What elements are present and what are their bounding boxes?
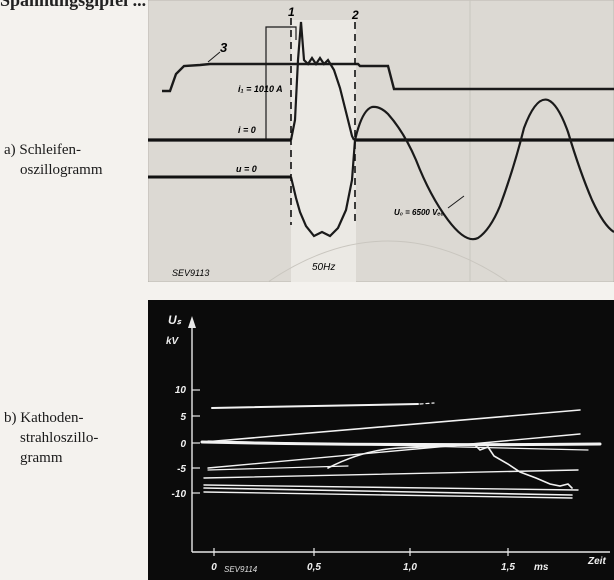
y-tick-minus-5: -5 (177, 464, 186, 475)
trace-transient (327, 443, 573, 489)
caption-a-line1: a) Schleifen- (4, 142, 82, 158)
trace-zero-2 (207, 440, 589, 451)
trace-rising-upper (203, 409, 581, 443)
trace-top (211, 403, 419, 409)
trace-3-label: 3 (220, 40, 228, 55)
x-tick-0: 0 (211, 562, 217, 573)
current-label: i₁ = 1010 A (238, 84, 283, 94)
caption-a-line2: oszillogramm (20, 162, 103, 178)
photo-background-dark (148, 300, 614, 580)
plate-id-b: SEV9114 (224, 565, 258, 574)
voltage-label: U₀ = 6500 Vₑₒ (394, 208, 444, 217)
y-tick-minus-10: -10 (172, 489, 187, 500)
y-tick-5: 5 (180, 412, 186, 423)
y-tick-10: 10 (175, 385, 187, 396)
x-unit: ms (534, 562, 549, 573)
caption-a: a) Schleifen- oszillogramm (4, 140, 103, 180)
x-tick-0-5: 0,5 (307, 562, 321, 573)
caption-b-line2: strahloszillo- (20, 430, 99, 446)
loop-oscillogram: 1 2 3 i₁ = 1010 A i = 0 u = 0 U₀ = 6500 … (148, 0, 614, 282)
y-axis-unit: kV (166, 336, 180, 347)
x-axis-word: Zeit (587, 556, 606, 567)
trace-zero (200, 440, 602, 447)
cathode-ray-oscillogram: Uₛ kV 10 5 0 -5 -10 0 0,5 1,0 1,5 ms Zei… (148, 300, 614, 580)
current-trace (289, 21, 355, 141)
x-tick-1-5: 1,5 (501, 562, 515, 573)
caption-b: b) Kathoden- strahloszillo- gramm (4, 408, 98, 468)
arc-voltage-trace (289, 139, 357, 238)
y-tick-0: 0 (180, 439, 186, 450)
trace-negative-2 (203, 484, 579, 491)
marker-2-label: 2 (351, 8, 359, 22)
current-bracket (265, 26, 297, 140)
zero-voltage-label: u = 0 (236, 164, 257, 174)
y-axis-symbol: Uₛ (168, 313, 182, 327)
frequency-label: 50Hz (312, 262, 335, 273)
caption-b-line1: b) Kathoden- (4, 410, 84, 426)
trace-negative-1 (203, 469, 579, 479)
trace-rising-lower (207, 433, 581, 469)
trace-negative-4 (203, 491, 573, 499)
plate-id-a: SEV9113 (172, 268, 209, 278)
caption-b-line3: gramm (20, 450, 63, 466)
recovery-voltage-trace (353, 98, 614, 241)
zero-current-label: i = 0 (238, 125, 256, 135)
trace-3 (162, 62, 614, 93)
x-tick-1-0: 1,0 (403, 562, 417, 573)
marker-1-label: 1 (288, 5, 295, 19)
trace-negative-3 (203, 487, 573, 496)
interruption-zone (291, 20, 356, 282)
